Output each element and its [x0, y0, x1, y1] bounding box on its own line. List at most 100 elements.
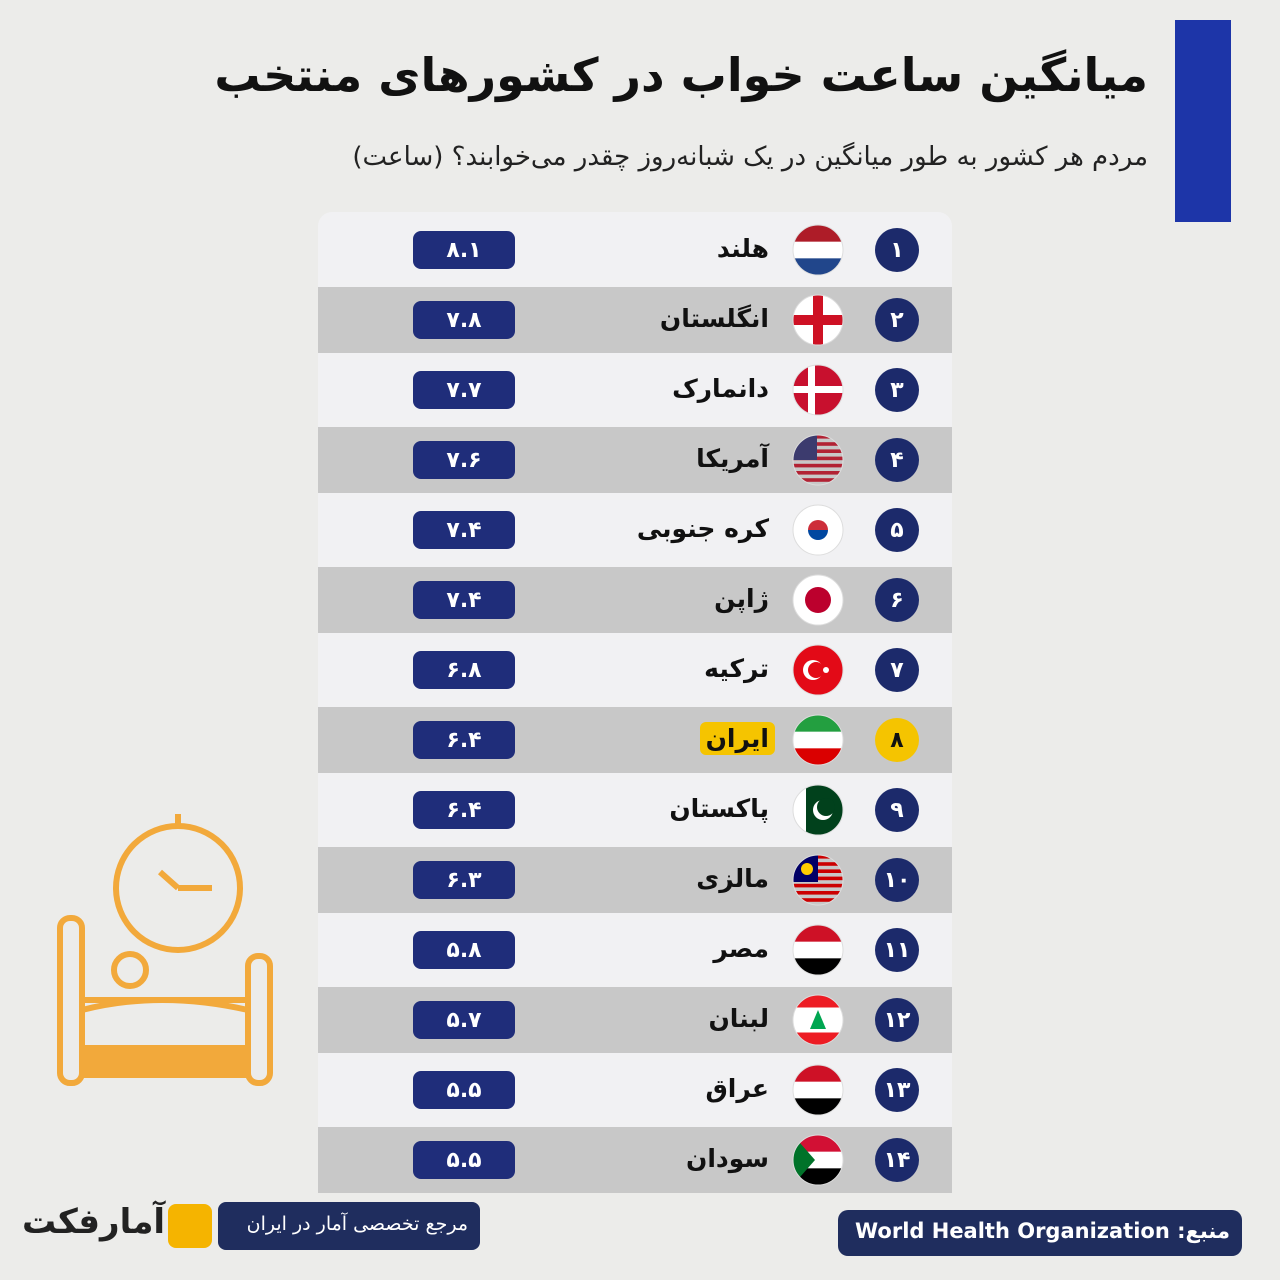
flag-part [793, 1168, 843, 1185]
flag-part [793, 258, 843, 275]
flag-part [793, 941, 843, 960]
rank: ۴ [875, 438, 919, 482]
flag-body [793, 575, 843, 625]
flag-part [793, 1081, 843, 1100]
flag-part [793, 891, 843, 895]
flag-ring [792, 1134, 844, 1186]
flag-part [808, 520, 828, 530]
flag-ring [792, 644, 844, 696]
flag-part [793, 898, 843, 902]
hours: ۵.۷ [413, 1001, 515, 1039]
flag-part [808, 662, 824, 678]
flag-ring [792, 854, 844, 906]
flag-body [793, 995, 843, 1045]
rank: ۵ [875, 508, 919, 552]
flag [792, 364, 844, 416]
source: منبع: World Health Organization [855, 1219, 1230, 1243]
hours: ۵.۵ [413, 1141, 515, 1179]
rank: ۱۱ [875, 928, 919, 972]
subtitle: مردم هر کشور به طور میانگین در یک شبانه‌… [352, 142, 1148, 172]
rank: ۶ [875, 578, 919, 622]
flag-part [793, 1065, 843, 1083]
country: کره جنوبی [636, 514, 769, 543]
source-pill [838, 1210, 1242, 1256]
flag-part [808, 530, 828, 540]
flag-ring [792, 434, 844, 486]
flag-ring [792, 994, 844, 1046]
hours: ۵.۸ [413, 931, 515, 969]
hours: ۶.۴ [413, 791, 515, 829]
country: مصر [713, 934, 769, 963]
hours: ۷.۴ [413, 511, 515, 549]
flag-part [810, 1010, 826, 1029]
hours: ۷.۷ [413, 371, 515, 409]
flag-ring [792, 924, 844, 976]
flag-part [793, 449, 843, 453]
flag-part [817, 798, 835, 816]
flag-ring [792, 714, 844, 766]
flag-body [793, 645, 843, 695]
flag-part [793, 241, 843, 260]
flag-ring [792, 364, 844, 416]
hours: ۷.۸ [413, 301, 515, 339]
rank: ۲ [875, 298, 919, 342]
bed-clock-icon [57, 814, 273, 1086]
flag-ring [792, 294, 844, 346]
flag-part [793, 386, 843, 393]
source-label: منبع: [1177, 1219, 1230, 1243]
flag-part [793, 463, 843, 468]
country: عراق [705, 1074, 769, 1103]
hours: ۶.۳ [413, 861, 515, 899]
flag-body [793, 1135, 843, 1185]
country: انگلستان [659, 304, 769, 333]
flag-body [793, 365, 843, 415]
source-name: World Health Organization [855, 1219, 1170, 1243]
country: مالزی [696, 864, 769, 893]
flag-part [793, 1098, 843, 1115]
flag [792, 224, 844, 276]
country: آمریکا [696, 444, 769, 473]
flag [792, 574, 844, 626]
flag [792, 1064, 844, 1116]
bed-base [82, 1048, 248, 1078]
flag-part [805, 587, 831, 613]
flag-part [823, 667, 829, 673]
hours: ۶.۴ [413, 721, 515, 759]
country: پاکستان [669, 794, 769, 823]
flag-part [793, 471, 843, 475]
rank: ۱ [875, 228, 919, 272]
flag [792, 854, 844, 906]
flag-part [793, 731, 843, 750]
flag-body [793, 225, 843, 275]
country: سودان [686, 1144, 769, 1173]
flag-part [793, 435, 843, 439]
rank: ۱۰ [875, 858, 919, 902]
rank: ۱۲ [875, 998, 919, 1042]
flag-part [793, 883, 843, 888]
rank: ۳ [875, 368, 919, 412]
flag-part [793, 925, 843, 943]
rank: ۱۳ [875, 1068, 919, 1112]
country: ترکیه [704, 654, 769, 683]
flag-part [793, 225, 843, 243]
rank: ۷ [875, 648, 919, 692]
flag [792, 1134, 844, 1186]
hours: ۶.۸ [413, 651, 515, 689]
rank: ۹ [875, 788, 919, 832]
flag-part [793, 478, 843, 482]
flag-ring [792, 224, 844, 276]
country: هلند [716, 234, 769, 263]
logo-icon [168, 1204, 212, 1248]
flag-ring [792, 1064, 844, 1116]
hours: ۷.۶ [413, 441, 515, 479]
flag [792, 784, 844, 836]
flag [792, 994, 844, 1046]
rank: ۱۴ [875, 1138, 919, 1182]
flag-ring [792, 574, 844, 626]
flag [792, 504, 844, 556]
flag-body [793, 925, 843, 975]
flag-ring [792, 784, 844, 836]
flag-part [793, 1135, 843, 1153]
flag [792, 294, 844, 346]
